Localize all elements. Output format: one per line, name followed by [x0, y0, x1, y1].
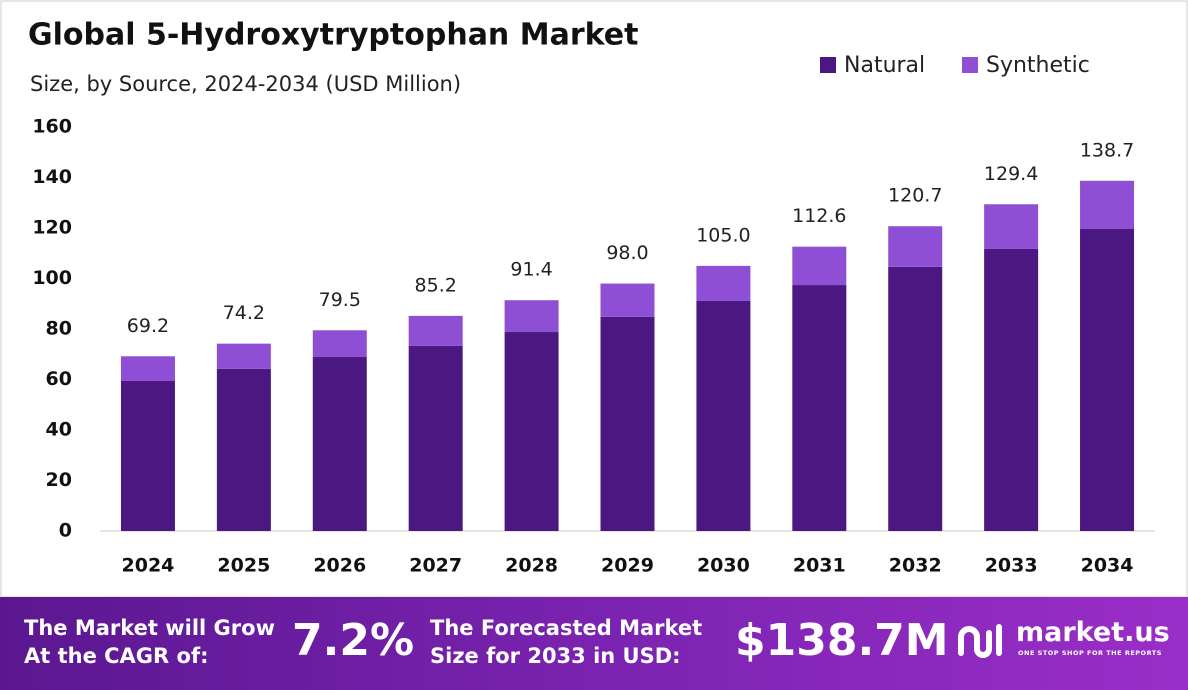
x-tick-label: 2034: [1081, 555, 1134, 577]
x-tick-label: 2026: [313, 555, 366, 577]
bar-segment: [888, 226, 943, 267]
bar-segment: [312, 357, 367, 531]
forecast-line: Size for 2033 in USD:: [430, 644, 681, 668]
legend-label: Natural: [844, 53, 925, 78]
total-label: 85.2: [415, 274, 457, 296]
chart: Global 5-Hydroxytryptophan Market Size, …: [0, 0, 1188, 598]
x-tick-label: 2033: [985, 555, 1038, 577]
total-label: 79.5: [319, 289, 361, 311]
total-label: 105.0: [696, 224, 750, 246]
x-tick-label: 2032: [889, 555, 942, 577]
total-label: 69.2: [127, 315, 169, 337]
logo-tagline: ONE STOP SHOP FOR THE REPORTS: [1018, 649, 1162, 657]
x-tick-label: 2027: [409, 555, 462, 577]
bar-segment: [408, 345, 463, 531]
forecast-value: $138.7M: [735, 615, 949, 666]
total-label: 120.7: [888, 185, 942, 207]
bar-segment: [216, 343, 271, 369]
y-tick-label: 0: [59, 520, 72, 542]
bar-segment: [792, 285, 847, 531]
bar-segment: [504, 300, 559, 333]
legend-swatch: [820, 57, 836, 73]
bar-segment: [984, 248, 1039, 531]
logo-text: market.us: [1016, 617, 1170, 648]
bar-segment: [216, 368, 271, 531]
bar-segment: [792, 246, 847, 286]
x-tick-label: 2024: [122, 555, 175, 577]
chart-subtitle: Size, by Source, 2024-2034 (USD Million): [30, 72, 461, 96]
bar-segment: [504, 332, 559, 531]
bar-segment: [408, 315, 463, 346]
cagr-value: 7.2%: [292, 615, 415, 666]
total-label: 91.4: [510, 259, 552, 281]
bar-segment: [984, 204, 1039, 249]
total-label: 112.6: [792, 205, 846, 227]
legend-swatch: [962, 57, 978, 73]
bar-segment: [696, 265, 751, 301]
y-tick-label: 120: [32, 217, 72, 239]
y-tick-label: 100: [32, 267, 72, 289]
y-tick-label: 140: [32, 166, 72, 188]
bar-segment: [696, 300, 751, 531]
total-label: 129.4: [984, 163, 1038, 185]
bar-segment: [120, 356, 175, 382]
forecast-text: The Forecasted Market Size for 2033 in U…: [430, 614, 702, 670]
total-label: 138.7: [1080, 139, 1134, 161]
x-tick-label: 2030: [697, 555, 750, 577]
x-tick-label: 2028: [505, 555, 558, 577]
x-tick-label: 2031: [793, 555, 846, 577]
y-tick-label: 80: [46, 318, 72, 340]
x-tick-label: 2025: [217, 555, 270, 577]
footer-banner: The Market will Grow At the CAGR of: 7.2…: [0, 597, 1188, 690]
bar-segment: [312, 330, 367, 358]
y-tick-label: 20: [46, 469, 72, 491]
x-tick-label: 2029: [601, 555, 654, 577]
y-tick-label: 60: [46, 368, 72, 390]
bar-segment: [1080, 180, 1135, 230]
bar-segment: [120, 381, 175, 531]
total-label: 74.2: [223, 302, 265, 324]
logo-icon: [958, 624, 1002, 658]
cagr-line: The Market will Grow: [24, 616, 275, 640]
cagr-line: At the CAGR of:: [24, 644, 209, 668]
forecast-line: The Forecasted Market: [430, 616, 703, 640]
legend-label: Synthetic: [986, 53, 1090, 78]
total-label: 98.0: [606, 242, 648, 264]
chart-title: Global 5-Hydroxytryptophan Market: [28, 18, 638, 53]
bar-segment: [600, 316, 655, 531]
y-tick-label: 40: [46, 419, 72, 441]
bar-segment: [600, 283, 655, 317]
bar-segment: [1080, 229, 1135, 531]
bar-segment: [888, 266, 943, 531]
cagr-text: The Market will Grow At the CAGR of:: [24, 614, 275, 670]
y-tick-label: 160: [32, 116, 72, 138]
